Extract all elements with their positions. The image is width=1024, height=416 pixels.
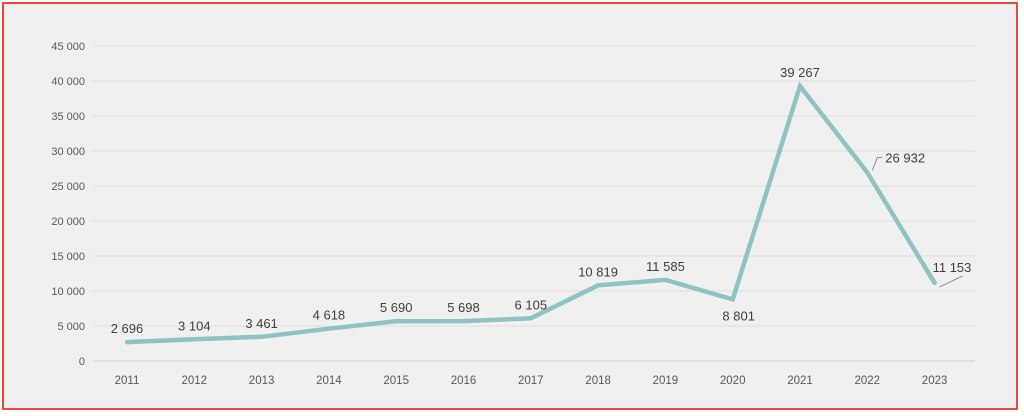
x-axis-tick-label: 2022: [855, 375, 881, 387]
data-label: 4 618: [313, 308, 346, 323]
data-label: 26 932: [885, 150, 925, 165]
data-label: 10 819: [578, 264, 618, 279]
x-axis-tick-label: 2011: [115, 375, 140, 387]
x-axis-tick-label: 2023: [922, 375, 948, 387]
y-axis-tick-label: 0: [79, 356, 85, 368]
x-axis-tick-label: 2018: [585, 375, 611, 387]
x-axis-tick-label: 2013: [249, 375, 275, 387]
data-label: 11 585: [646, 259, 685, 274]
x-axis-tick-label: 2020: [720, 375, 746, 387]
leader-line: [871, 156, 883, 171]
y-axis-tick-label: 10 000: [51, 286, 85, 298]
data-label: 39 267: [780, 65, 820, 80]
data-label: 3 104: [178, 318, 211, 333]
data-label: 3 461: [245, 316, 278, 331]
data-label: 11 153: [933, 260, 972, 275]
x-axis-tick-label: 2019: [653, 375, 679, 387]
x-axis-tick-label: 2017: [518, 375, 544, 387]
y-axis-tick-label: 20 000: [51, 216, 85, 228]
x-axis-tick-label: 2012: [182, 375, 208, 387]
x-axis-tick-label: 2021: [787, 375, 813, 387]
data-series-line: [124, 81, 937, 345]
leader-line: [939, 275, 963, 288]
data-label: 6 105: [515, 297, 548, 312]
data-label: 5 698: [447, 300, 480, 315]
x-axis-tick-label: 2014: [316, 375, 342, 387]
data-label: 8 801: [722, 308, 755, 323]
x-axis-tick-label: 2015: [383, 375, 409, 387]
y-axis-tick-label: 25 000: [51, 181, 85, 193]
y-axis-tick-label: 40 000: [51, 76, 85, 88]
y-axis-tick-label: 15 000: [51, 251, 85, 263]
y-axis-tick-label: 35 000: [51, 111, 85, 123]
x-axis-tick-label: 2016: [451, 375, 477, 387]
y-axis-tick-label: 30 000: [51, 146, 85, 158]
data-label: 2 696: [111, 321, 144, 336]
data-label: 5 690: [380, 300, 413, 315]
y-axis-tick-label: 5 000: [57, 321, 85, 333]
y-axis-tick-label: 45 000: [51, 41, 85, 53]
